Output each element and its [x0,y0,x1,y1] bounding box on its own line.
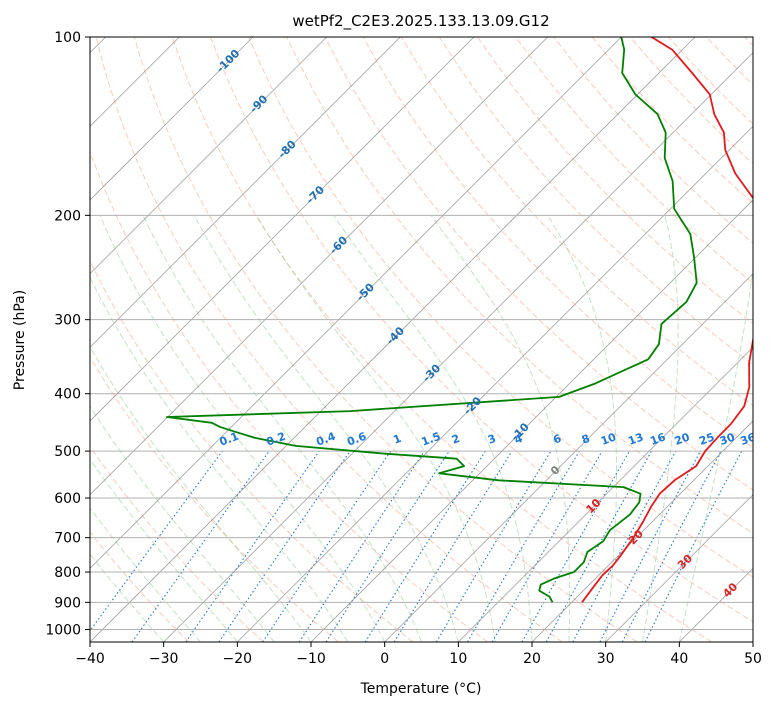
isotherm-line [531,420,753,642]
mixing-ratio-line [545,450,653,642]
x-tick-label: −20 [223,651,253,667]
mixing-ratio-line [185,450,320,642]
y-tick-label: 1000 [45,622,81,638]
isotherm-line [310,199,753,642]
mixing-ratio-label: 20 [673,430,692,448]
y-tick-label: 900 [54,595,81,611]
dry-adiabat [438,37,753,366]
y-tick-label: 100 [54,30,81,46]
moist-adiabat [642,215,679,642]
dry-adiabat [400,37,753,407]
isotherm-line [90,37,622,569]
mixing-ratio-line [325,450,450,642]
dry-adiabat [171,37,712,642]
mixing-ratio-line [521,450,630,642]
mixing-ratio-line [131,450,270,642]
isotherm-line [605,494,753,642]
moist-adiabat [90,553,165,642]
dry-adiabat [133,37,638,642]
mixing-ratio-label: 1.5 [420,430,443,449]
dry-adiabat [210,37,753,623]
mixing-ratio-label: 36 [739,430,758,448]
isotherm-line [237,125,753,642]
y-tick-label: 800 [54,565,81,581]
isotherm-line [752,641,753,642]
mixing-ratio-label: 10 [599,430,618,448]
x-tick-label: −30 [149,651,179,667]
mixing-ratio-label: 8 [580,432,592,447]
dry-adiabat [515,37,753,284]
mixing-ratio-label: 0.1 [218,430,241,449]
mixing-ratio-label: 0.6 [345,430,368,449]
y-tick-label: 500 [54,444,81,460]
x-tick-label: −10 [296,651,326,667]
mixing-ratio-line [90,450,223,632]
mixing-ratio-label: 1 [391,432,403,447]
plot-frame [89,36,754,643]
moist-adiabat [333,215,533,642]
moist-adiabat [193,215,459,642]
mixing-ratio-label: 13 [626,431,645,448]
temperature-profile [581,37,753,603]
x-tick-label: 30 [597,651,615,667]
mixing-ratio-label: 2 [450,432,462,447]
mixing-ratio-label: 16 [648,430,667,448]
plot-background [90,37,753,642]
x-tick-label: 50 [744,651,762,667]
mixing-ratio-line [262,450,392,642]
moist-adiabat [678,265,753,642]
x-tick-label: 0 [380,651,389,667]
x-tick-label: 20 [523,651,541,667]
isotherm-line [163,52,753,642]
mixing-ratio-line [393,450,513,642]
mixing-ratio-line [298,450,425,642]
y-tick-label: 700 [54,531,81,547]
mixing-ratio-line [218,450,351,642]
x-tick-label: 10 [449,651,467,667]
y-tick-label: 300 [54,313,81,329]
moist-adiabat [90,345,312,642]
mixing-ratio-label: 6 [551,432,563,447]
dry-adiabat [90,356,339,642]
isotherm-line [90,37,327,275]
moist-adiabat [547,215,617,642]
y-axis-label: Pressure (hPa) [12,290,28,390]
chart-title: wetPf2_C2E3.2025.133.13.09.G12 [292,12,549,31]
mixing-ratio-label: 3 [486,432,498,447]
x-tick-label: 40 [670,651,688,667]
dry-adiabat [90,445,264,642]
isotherm-line [90,37,401,348]
mixing-ratio-label: 4 [513,432,525,447]
isotherm-line [90,37,254,201]
x-tick-label: −40 [75,651,105,667]
dewpoint-profile [166,37,698,603]
y-tick-label: 400 [54,387,81,403]
moist-adiabat [90,458,238,642]
isotherm-line [384,273,753,642]
moist-adiabat [90,276,349,642]
mixing-ratio-line [644,450,743,642]
y-tick-label: 200 [54,208,81,224]
moist-adiabat [255,215,496,642]
isotherm-line [458,346,753,642]
mixing-ratio-label: 30 [718,430,737,448]
moist-adiabat [142,215,422,642]
isotherm-line [90,37,548,496]
dry-adiabat [95,37,563,642]
dry-adiabat [90,531,190,642]
isotherm-line [90,37,696,642]
mixing-ratio-label: 25 [697,431,716,448]
x-axis-label: Temperature (°C) [360,681,482,697]
mixing-ratio-label: 0.4 [315,430,338,449]
isotherm-line [90,37,475,422]
mixing-ratio-label: 0.2 [265,430,288,449]
y-tick-label: 600 [54,491,81,507]
dry-adiabat [90,150,488,642]
